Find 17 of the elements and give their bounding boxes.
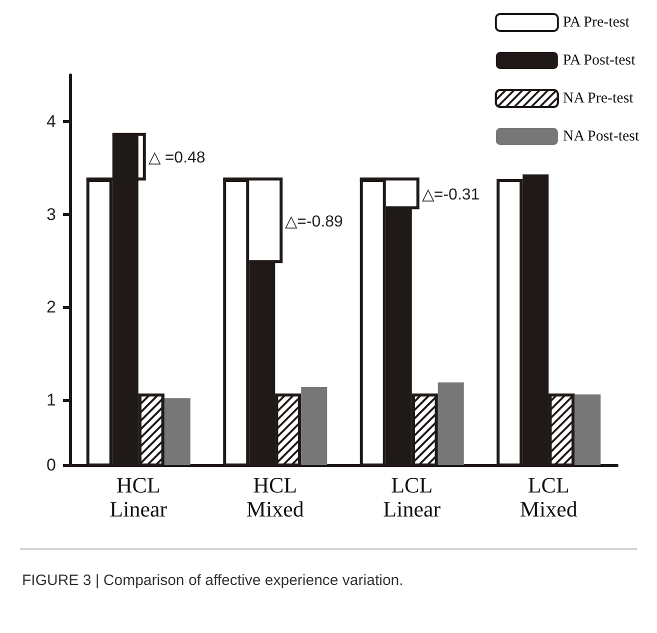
caption: FIGURE 3 | Comparison of affective experience variation. xyxy=(22,572,404,589)
x-tick-label: LCL Linear xyxy=(383,472,442,522)
y-tick-label: 3 xyxy=(46,204,56,224)
x-tick-label: HCL Mixed xyxy=(246,472,304,522)
legend-label: NA Post-test xyxy=(562,128,640,144)
y-tick-label: 2 xyxy=(46,298,56,317)
y-tick-label: 0 xyxy=(46,456,56,474)
y-tick-label: 1 xyxy=(46,390,56,410)
annotation: △=-0.89 xyxy=(285,213,344,230)
x-tick-label: LCL Mixed xyxy=(520,472,578,522)
legend-label: NA Pre-test xyxy=(562,90,634,106)
y-tick-label: 4 xyxy=(46,112,56,131)
x-tick-label: HCL Linear xyxy=(110,472,168,522)
annotation: △=-0.31 xyxy=(422,186,480,204)
annotation: △ =0.48 xyxy=(148,150,206,167)
legend-label: PA Pre-test xyxy=(562,14,630,30)
legend-label: PA Post-test xyxy=(562,52,636,68)
